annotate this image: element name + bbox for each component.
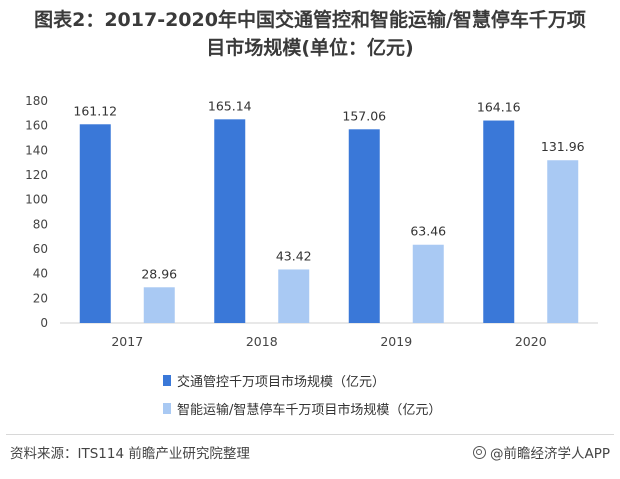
- legend-swatch-series-2: [163, 402, 171, 414]
- data-label-series-2-2020: 131.96: [541, 139, 585, 154]
- brand-credit: @前瞻经济学人APP: [472, 442, 610, 462]
- y-tick-label: 80: [33, 217, 48, 231]
- bar-series-1-2017: [79, 124, 111, 323]
- legend-swatch-series-1: [163, 374, 171, 386]
- y-tick-label: 40: [33, 267, 48, 281]
- data-label-series-1-2020: 164.16: [477, 100, 521, 115]
- y-tick-label: 180: [25, 94, 48, 108]
- bar-chart: 0 20 40 60 80 100 120 140 160 180 2017 161.12 28.96 2…: [25, 94, 598, 349]
- data-label-series-2-2018: 43.42: [276, 248, 312, 263]
- bar-series-1-2018: [214, 119, 246, 323]
- bar-series-2-2017: [143, 287, 175, 323]
- qianzhan-logo-icon: [472, 445, 486, 459]
- y-tick-label: 0: [40, 316, 48, 330]
- legend-label-series-1: 交通管控千万项目市场规模（亿元）: [177, 374, 386, 390]
- data-label-series-1-2018: 165.14: [208, 98, 252, 113]
- footer-divider: [6, 434, 614, 435]
- y-tick-label: 140: [25, 143, 48, 157]
- brand-text: @前瞻经济学人APP: [489, 446, 610, 462]
- legend-item-series-1: 交通管控千万项目市场规模（亿元）: [163, 366, 441, 394]
- y-tick-label: 20: [33, 291, 48, 305]
- bar-series-2-2019: [412, 244, 444, 323]
- chart-legend: 交通管控千万项目市场规模（亿元） 智能运输/智慧停车千万项目市场规模（亿元）: [163, 366, 441, 422]
- data-label-series-1-2017: 161.12: [73, 103, 117, 118]
- x-tick-label: 2020: [515, 334, 547, 349]
- data-label-series-2-2017: 28.96: [141, 266, 177, 281]
- bar-series-1-2020: [483, 120, 515, 323]
- chart-title: 图表2：2017-2020年中国交通管控和智能运输/智慧停车千万项 目市场规模(…: [10, 6, 610, 62]
- source-note: 资料来源：ITS114 前瞻产业研究院整理: [10, 446, 250, 462]
- y-tick-label: 120: [25, 168, 48, 182]
- y-tick-label: 60: [33, 242, 48, 256]
- chart-title-line-2: 目市场规模(单位：亿元): [206, 37, 414, 59]
- bar-series-2-2018: [278, 269, 310, 323]
- y-tick-label: 160: [25, 119, 48, 133]
- chart-title-line-1: 图表2：2017-2020年中国交通管控和智能运输/智慧停车千万项: [34, 9, 586, 31]
- data-label-series-2-2019: 63.46: [410, 224, 446, 239]
- y-tick-label: 100: [25, 193, 48, 207]
- x-tick-label: 2018: [246, 334, 278, 349]
- data-label-series-1-2019: 157.06: [342, 108, 386, 123]
- legend-item-series-2: 智能运输/智慧停车千万项目市场规模（亿元）: [163, 394, 441, 422]
- bar-series-1-2019: [348, 129, 380, 323]
- legend-label-series-2: 智能运输/智慧停车千万项目市场规模（亿元）: [177, 402, 442, 418]
- x-tick-label: 2017: [111, 334, 143, 349]
- x-tick-label: 2019: [380, 334, 412, 349]
- bar-series-2-2020: [547, 160, 579, 323]
